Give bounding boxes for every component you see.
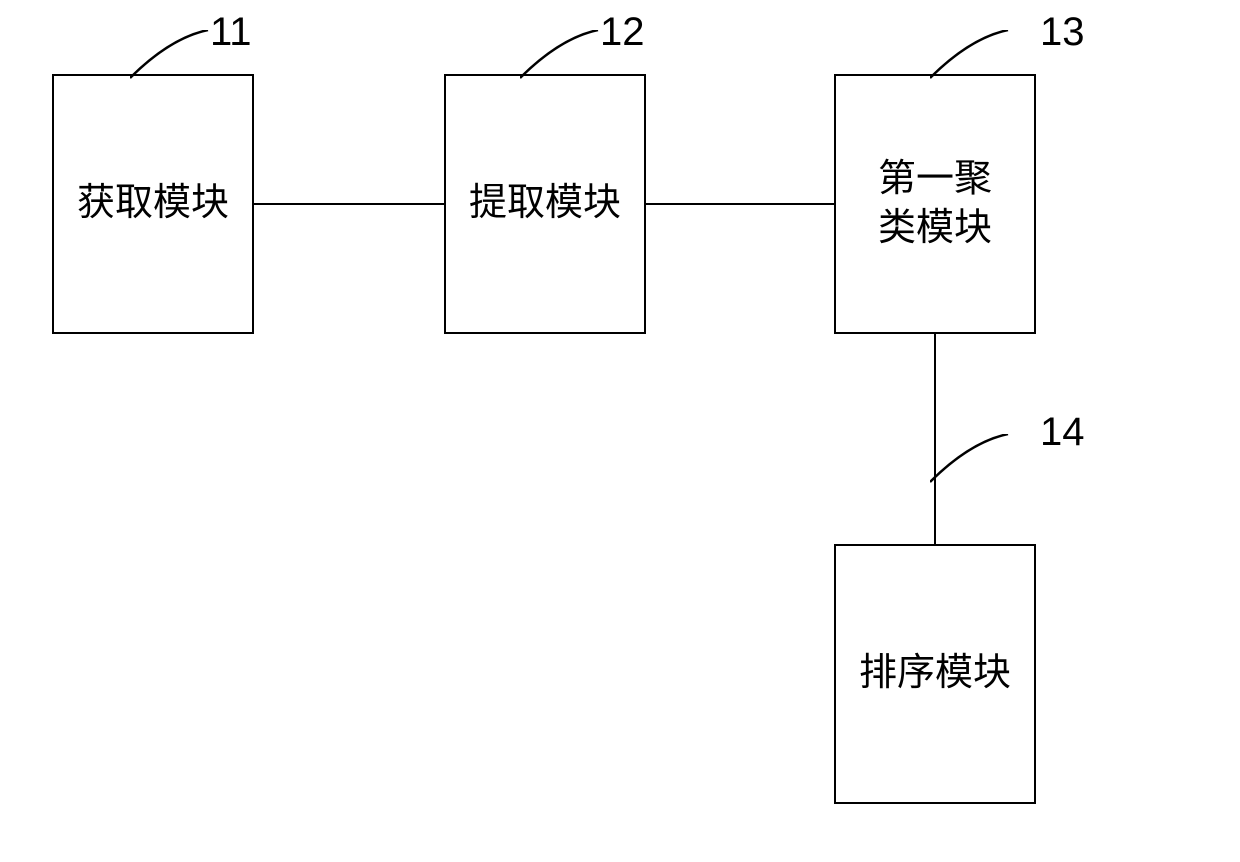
module-label: 排序模块: [853, 643, 1017, 704]
callout-curve-14: [930, 434, 1020, 494]
module-box-n3: 第一聚类模块: [834, 74, 1036, 334]
ref-number-14: 14: [1040, 410, 1085, 455]
connector-n2-n3: [646, 203, 834, 205]
module-label: 获取模块: [71, 173, 235, 234]
module-label: 提取模块: [463, 173, 627, 234]
connector-n1-n2: [254, 203, 444, 205]
callout-curve-12: [520, 30, 610, 90]
ref-number-13: 13: [1040, 10, 1085, 55]
module-box-n1: 获取模块: [52, 74, 254, 334]
module-box-n2: 提取模块: [444, 74, 646, 334]
module-label: 第一聚类模块: [872, 149, 998, 260]
callout-curve-13: [930, 30, 1020, 90]
callout-curve-11: [130, 30, 220, 90]
module-box-n4: 排序模块: [834, 544, 1036, 804]
